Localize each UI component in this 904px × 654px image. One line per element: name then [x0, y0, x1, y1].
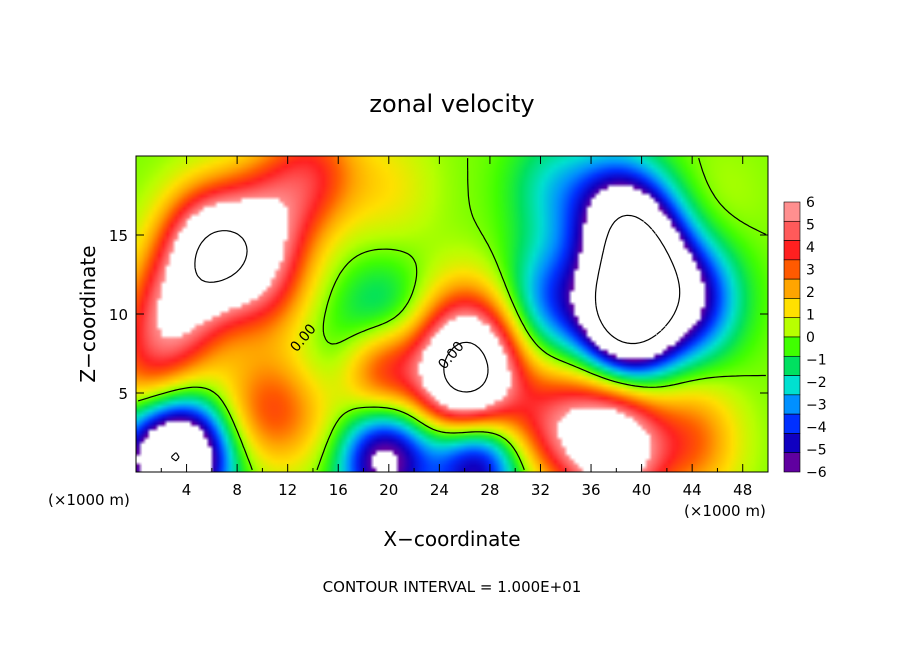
- colorbar-tick-label: −2: [806, 375, 827, 391]
- contour-line: [170, 214, 681, 462]
- x-tick-label: 24: [430, 481, 449, 499]
- colorbar-tick-label: 3: [806, 263, 815, 279]
- colorbar-tick-label: 6: [806, 195, 815, 211]
- colorbar-swatch: [783, 355, 801, 376]
- colorbar-swatch: [783, 394, 801, 415]
- colorbar-tick-label: −3: [806, 398, 827, 414]
- colorbar-tick-label: −1: [806, 353, 827, 369]
- x-axis-ticks: 4 8 12 16 20 24 28 32 36 40 44 48: [160, 156, 752, 499]
- y-tick-label: 10: [109, 306, 128, 324]
- x-tick-label: 44: [683, 481, 702, 499]
- contour-lines: [137, 157, 767, 471]
- colorbar-swatch: [783, 259, 801, 280]
- colorbar-tick-label: 4: [806, 240, 815, 256]
- chart-title: zonal velocity: [369, 90, 534, 118]
- colorbar-swatch: [783, 336, 801, 357]
- contour-interval-note: CONTOUR INTERVAL = 1.000E+01: [323, 578, 582, 596]
- x-tick-label: 8: [232, 481, 242, 499]
- x-unit-right: (×1000 m): [684, 502, 766, 520]
- colorbar-tick-label: 1: [806, 308, 815, 324]
- colorbar-tick-label: −5: [806, 443, 827, 459]
- colorbar-tick-label: 2: [806, 285, 815, 301]
- x-axis-label: X−coordinate: [383, 527, 520, 551]
- x-unit-left: (×1000 m): [48, 491, 130, 509]
- colorbar-swatch: [783, 278, 801, 299]
- colorbar-tick-label: 0: [806, 330, 815, 346]
- y-axis-label: Z−coordinate: [76, 245, 100, 382]
- contour-line: [194, 230, 489, 393]
- x-tick-label: 4: [182, 481, 192, 499]
- x-tick-label: 12: [278, 481, 297, 499]
- colorbar-tick-label: 5: [806, 218, 815, 234]
- x-tick-label: 20: [379, 481, 398, 499]
- colorbar-swatch: [783, 317, 801, 338]
- colorbar-swatch: [783, 298, 801, 319]
- x-tick-label: 16: [329, 481, 348, 499]
- colorbar-tick-label: −6: [806, 465, 827, 481]
- colorbar-swatch: [783, 220, 801, 241]
- x-tick-label: 32: [531, 481, 550, 499]
- x-tick-label: 36: [581, 481, 600, 499]
- contour-line: [137, 157, 767, 471]
- colorbar-tick-label: −4: [806, 420, 827, 436]
- x-tick-label: 28: [480, 481, 499, 499]
- colorbar-swatch: [783, 452, 801, 473]
- y-axis-ticks: 5 10 15: [109, 227, 768, 403]
- colorbar-swatch: [783, 240, 801, 261]
- x-tick-label: 48: [733, 481, 752, 499]
- colorbar: 6 5 4 3 2 1 0 −1 −2 −3 −4 −5 −6: [783, 195, 827, 481]
- x-tick-label: 40: [632, 481, 651, 499]
- colorbar-swatch: [783, 375, 801, 396]
- colorbar-swatch: [783, 201, 801, 222]
- y-tick-label: 5: [118, 385, 128, 403]
- velocity-field: [136, 156, 768, 472]
- colorbar-swatch: [783, 413, 801, 434]
- colorbar-swatch: [783, 433, 801, 454]
- y-tick-label: 15: [109, 227, 128, 245]
